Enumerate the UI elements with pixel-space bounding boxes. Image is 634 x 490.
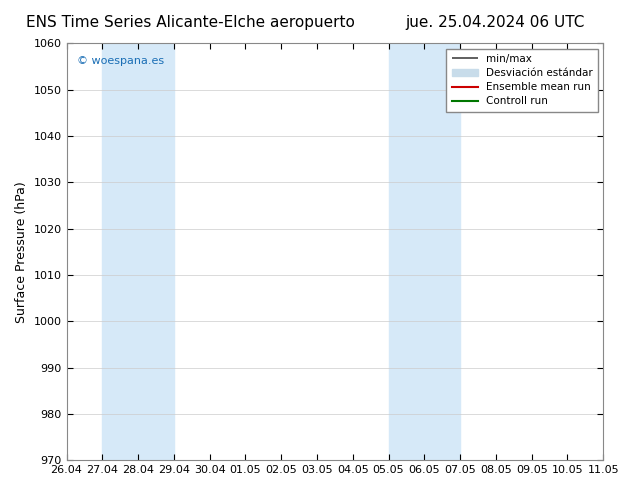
Legend: min/max, Desviació​n est​ándar, Ensemble mean run, Controll run: min/max, Desviació​n est​ándar, Ensemble… [446,49,598,112]
Text: © woespana.es: © woespana.es [77,56,164,66]
Y-axis label: Surface Pressure (hPa): Surface Pressure (hPa) [15,181,28,323]
Bar [102,44,174,460]
Bar [389,44,460,460]
Text: jue. 25.04.2024 06 UTC: jue. 25.04.2024 06 UTC [405,15,584,30]
Text: ENS Time Series Alicante-Elche aeropuerto: ENS Time Series Alicante-Elche aeropuert… [26,15,354,30]
